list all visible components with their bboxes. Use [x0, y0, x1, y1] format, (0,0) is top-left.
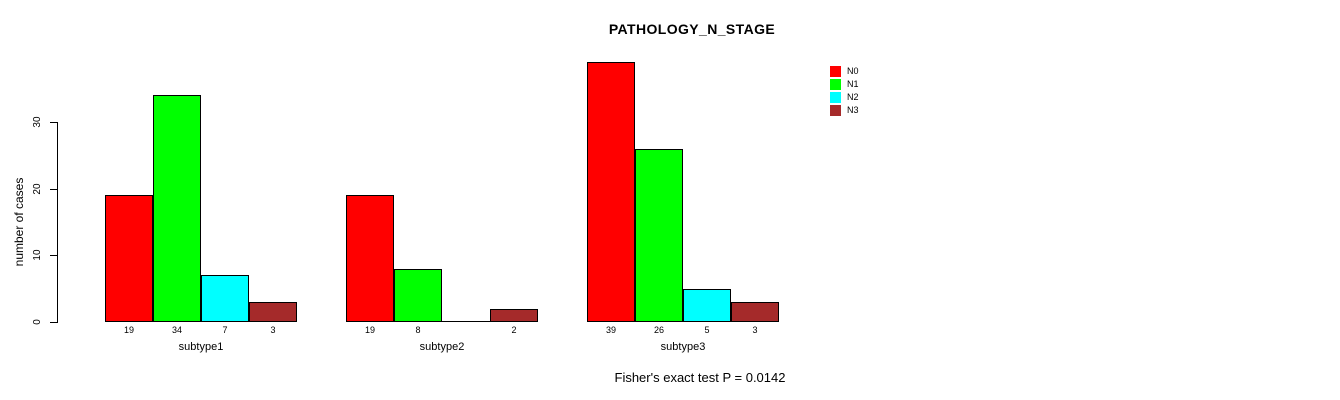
legend-swatch-n1: [830, 79, 841, 90]
bar-n1-subtype1: [153, 95, 201, 322]
bar-value-label: 5: [704, 325, 710, 335]
bar-n2-subtype2-zero: [442, 321, 490, 322]
y-axis-tick: [50, 255, 57, 256]
bar-value-label: 19: [123, 325, 134, 335]
y-axis-tick: [50, 189, 57, 190]
legend-swatch-n3: [830, 105, 841, 116]
annotation-text: Fisher's exact test P = 0.0142: [614, 370, 786, 385]
bar-value-label: 39: [605, 325, 616, 335]
y-axis-tick: [50, 122, 57, 123]
legend-swatch-n0: [830, 66, 841, 77]
bar-value-label: 34: [171, 325, 182, 335]
bar-n3-subtype1: [249, 302, 297, 322]
bar-value-label: 2: [511, 325, 517, 335]
y-axis-tick-label: 20: [32, 183, 43, 195]
legend-label-n1: N1: [847, 79, 859, 89]
category-label-subtype2: subtype2: [419, 341, 465, 353]
bar-value-label: 19: [364, 325, 375, 335]
bar-n3-subtype2: [490, 309, 538, 322]
bar-value-label: 8: [415, 325, 421, 335]
bar-n2-subtype1: [201, 275, 249, 322]
chart-title: PATHOLOGY_N_STAGE: [608, 21, 776, 37]
bar-n1-subtype2: [394, 269, 442, 322]
bar-n2-subtype3: [683, 289, 731, 322]
bar-value-label: 7: [222, 325, 228, 335]
y-axis-label: number of cases: [12, 177, 26, 267]
legend-label-n3: N3: [847, 105, 859, 115]
bar-n3-subtype3: [731, 302, 779, 322]
bar-n0-subtype3: [587, 62, 635, 322]
y-axis-tick-label: 0: [32, 319, 43, 325]
bar-n1-subtype3: [635, 149, 683, 322]
y-axis-tick-label: 30: [32, 116, 43, 128]
legend-swatch-n2: [830, 92, 841, 103]
category-label-subtype1: subtype1: [178, 341, 224, 353]
category-label-subtype3: subtype3: [660, 341, 706, 353]
bar-value-label: 3: [270, 325, 276, 335]
y-axis-tick: [50, 322, 57, 323]
y-axis-tick-label: 10: [32, 249, 43, 261]
y-axis-line: [57, 122, 58, 323]
bar-value-label: 26: [653, 325, 664, 335]
bar-n0-subtype2: [346, 195, 394, 322]
bar-n0-subtype1: [105, 195, 153, 322]
bar-value-label: 3: [752, 325, 758, 335]
legend-label-n2: N2: [847, 92, 859, 102]
legend-label-n0: N0: [847, 66, 859, 76]
